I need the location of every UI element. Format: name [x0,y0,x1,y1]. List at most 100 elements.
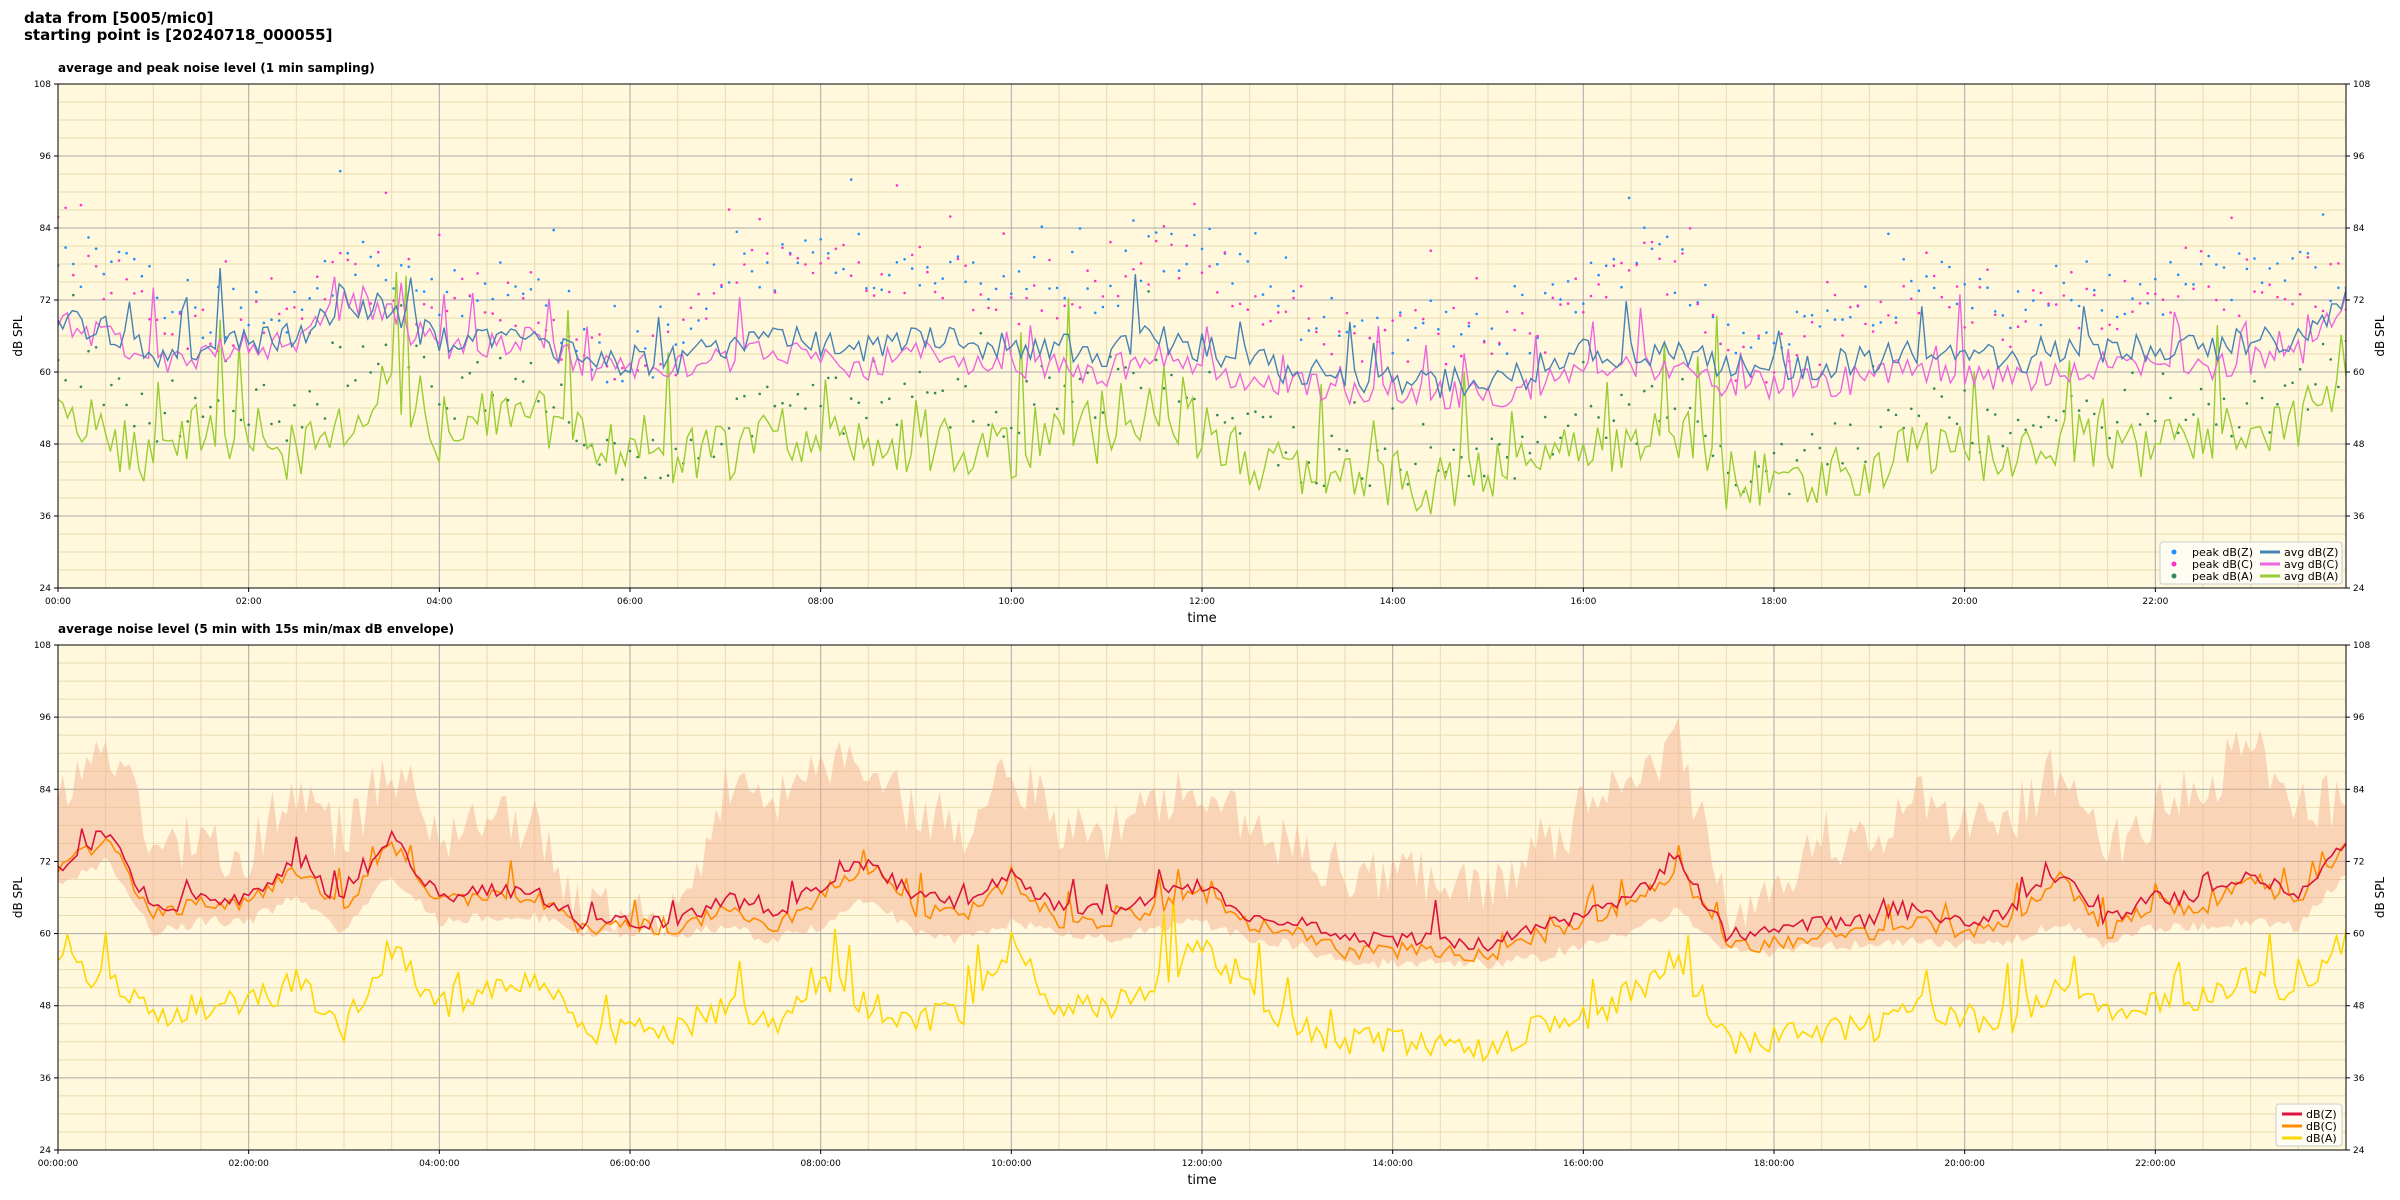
peak-point-peakdbc [1566,302,1570,305]
y-tick-label: 84 [40,224,52,234]
peak-point-peakdbz [1818,325,1822,328]
peak-point-peakdbz [666,323,670,326]
peak-point-peakdbz [956,255,960,258]
peak-point-peakdbc [1345,311,1349,315]
peak-point-peakdbz [2169,260,2172,264]
peak-point-peakdbz [2154,277,2157,281]
peak-point-peakdba [2146,412,2149,416]
peak-point-peakdba [971,420,975,423]
peak-point-peakdbc [514,324,517,328]
peak-point-peakdbz [1360,319,1364,322]
peak-point-peakdbc [1948,305,1951,309]
peak-point-peakdbc [1139,262,1143,265]
peak-point-peakdbz [133,257,136,261]
peak-point-peakdbz [1391,351,1394,355]
peak-point-peakdba [1017,431,1021,435]
peak-point-peakdbc [438,233,441,237]
peak-point-peakdba [1971,441,1974,445]
peak-point-peakdba [636,455,639,459]
peak-point-peakdbc [2100,327,2104,330]
peak-point-peakdbc [1467,321,1471,325]
peak-point-peakdba [155,440,159,443]
peak-point-peakdba [1467,474,1471,478]
peak-point-peakdba [849,397,853,400]
peak-point-peakdbz [1330,296,1333,300]
peak-point-peakdba [1322,484,1326,488]
peak-point-peakdbz [1559,298,1562,301]
peak-point-peakdbc [842,243,845,247]
peak-point-peakdbc [1101,295,1105,298]
peak-point-peakdbz [1002,275,1005,278]
x-tick-label: 08:00 [808,597,834,607]
peak-point-peakdbc [735,281,739,284]
peak-point-peakdbz [2009,326,2012,330]
peak-point-peakdbz [1955,302,1959,306]
peak-point-peakdbz [438,313,441,317]
peak-point-peakdbc [1704,331,1707,334]
peak-point-peakdbz [1521,293,1524,297]
peak-point-peakdbc [1536,334,1539,338]
peak-point-peakdbc [727,208,731,211]
peak-point-peakdbc [201,308,205,312]
y-tick-label-right: 24 [2353,1146,2365,1156]
peak-point-peakdba [1528,451,1532,455]
peak-point-peakdba [1932,387,1936,390]
peak-point-peakdbz [2337,286,2340,290]
peak-point-peakdbc [1772,371,1776,374]
peak-point-peakdba [239,418,243,422]
peak-point-peakdba [361,345,365,348]
peak-point-peakdba [1826,462,1829,466]
legend-label: dB(Z) [2306,1108,2337,1121]
peak-point-peakdbc [163,332,167,335]
y-tick-label-right: 48 [2353,1002,2365,1012]
avg-line-avgdbz [58,268,2346,399]
peak-point-peakdbc [1437,332,1440,336]
peak-point-peakdbz [1025,287,1028,291]
peak-point-peakdbz [1757,337,1760,340]
peak-point-peakdba [72,293,75,297]
peak-point-peakdbc [2146,292,2149,295]
peak-point-peakdba [277,420,281,423]
peak-point-peakdbc [79,203,83,207]
peak-point-peakdbz [64,246,67,249]
peak-point-peakdba [1330,434,1333,438]
peak-point-peakdbc [1902,284,1905,288]
peak-point-peakdbz [2016,290,2020,293]
peak-point-peakdbz [1910,279,1913,283]
peak-point-peakdbc [537,321,540,325]
peak-point-peakdbc [933,290,937,294]
peak-point-peakdbz [254,290,258,294]
peak-point-peakdbz [1849,315,1852,319]
peak-point-peakdbz [743,252,746,255]
peak-point-peakdbc [155,318,159,322]
peak-point-peakdbc [682,318,685,322]
peak-point-peakdba [460,376,464,379]
peak-point-peakdbz [712,263,716,266]
peak-point-peakdbz [1788,343,1791,346]
peak-point-peakdbz [849,178,853,181]
peak-point-peakdba [1360,477,1364,480]
peak-point-peakdbc [1353,332,1356,335]
peak-point-peakdbc [2283,297,2287,301]
peak-point-peakdbz [727,281,731,284]
peak-point-peakdbz [384,278,388,282]
peak-point-peakdbc [1154,239,1158,243]
peak-point-peakdbz [79,285,83,289]
peak-point-peakdba [354,379,357,382]
peak-point-peakdbc [262,331,266,335]
peak-point-peakdbz [918,284,922,287]
peak-point-peakdbc [1170,243,1173,247]
peak-point-peakdbc [2199,249,2203,253]
peak-point-peakdbz [1437,328,1440,331]
peak-point-peakdba [2009,431,2012,435]
peak-point-peakdbz [1841,318,1844,321]
peak-point-peakdba [819,404,822,408]
peak-point-peakdbc [758,217,761,221]
peak-point-peakdbz [1193,233,1196,237]
peak-point-peakdbc [1932,274,1936,278]
peak-point-peakdba [2329,358,2332,361]
peak-point-peakdba [1543,415,1547,419]
y-tick-label-right: 48 [2353,440,2365,450]
peak-point-peakdba [1010,426,1013,430]
peak-point-peakdbz [994,287,998,291]
